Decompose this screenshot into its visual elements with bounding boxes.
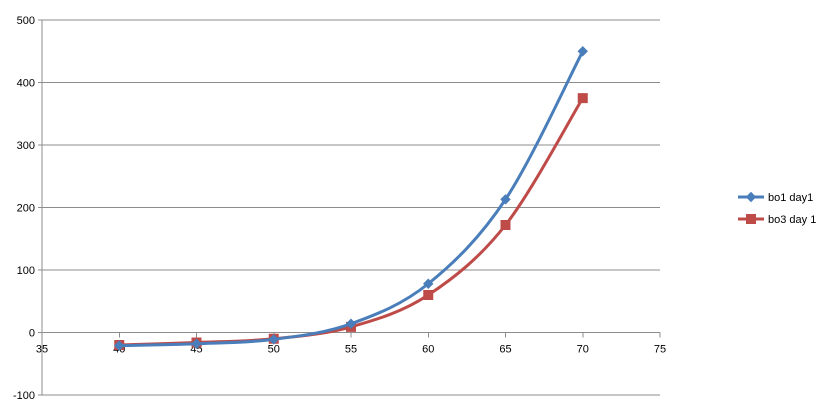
legend-item: bo1 day1 [738,191,813,204]
series-1 [114,46,588,351]
series-line [117,96,585,347]
diamond-marker [500,194,511,205]
y-tick-label: -100 [13,390,35,402]
axes [38,19,661,396]
y-tick-label: 400 [17,78,35,90]
series-line [117,49,585,348]
y-tick-label: 300 [17,140,35,152]
gridlines [42,19,660,396]
legend-item: bo3 day 1 [738,214,816,226]
legend: bo1 day1 bo3 day 1 [738,191,816,226]
y-tick-label: 500 [17,15,35,27]
square-marker [423,290,434,300]
diamond-marker [423,278,434,289]
square-marker [500,220,511,230]
y-tick-label: 200 [17,203,35,215]
diamond-marker [345,318,357,329]
diamond-marker [577,46,588,57]
diamond-marker [114,340,125,351]
series-2 [114,93,588,350]
x-tick-label: 75 [654,344,666,356]
x-tick-label: 70 [577,344,589,356]
series-lines [114,46,588,351]
y-axis-tick-labels: -100 0 100 200 300 400 500 [13,15,35,402]
legend-swatch-marker [746,214,756,224]
x-tick-label: 60 [422,344,434,356]
legend-label: bo1 day1 [768,192,813,204]
y-tick-label: 100 [17,265,35,277]
x-tick-label: 55 [345,344,357,356]
square-marker [577,93,588,104]
x-tick-label: 65 [499,344,511,356]
legend-swatch-marker [745,191,757,203]
diamond-marker [191,338,202,349]
x-tick-label: 35 [36,344,48,356]
y-tick-label: 0 [29,328,35,340]
legend-label: bo3 day 1 [768,214,816,226]
diamond-marker [268,334,279,345]
x-tick-label: 50 [268,344,280,356]
